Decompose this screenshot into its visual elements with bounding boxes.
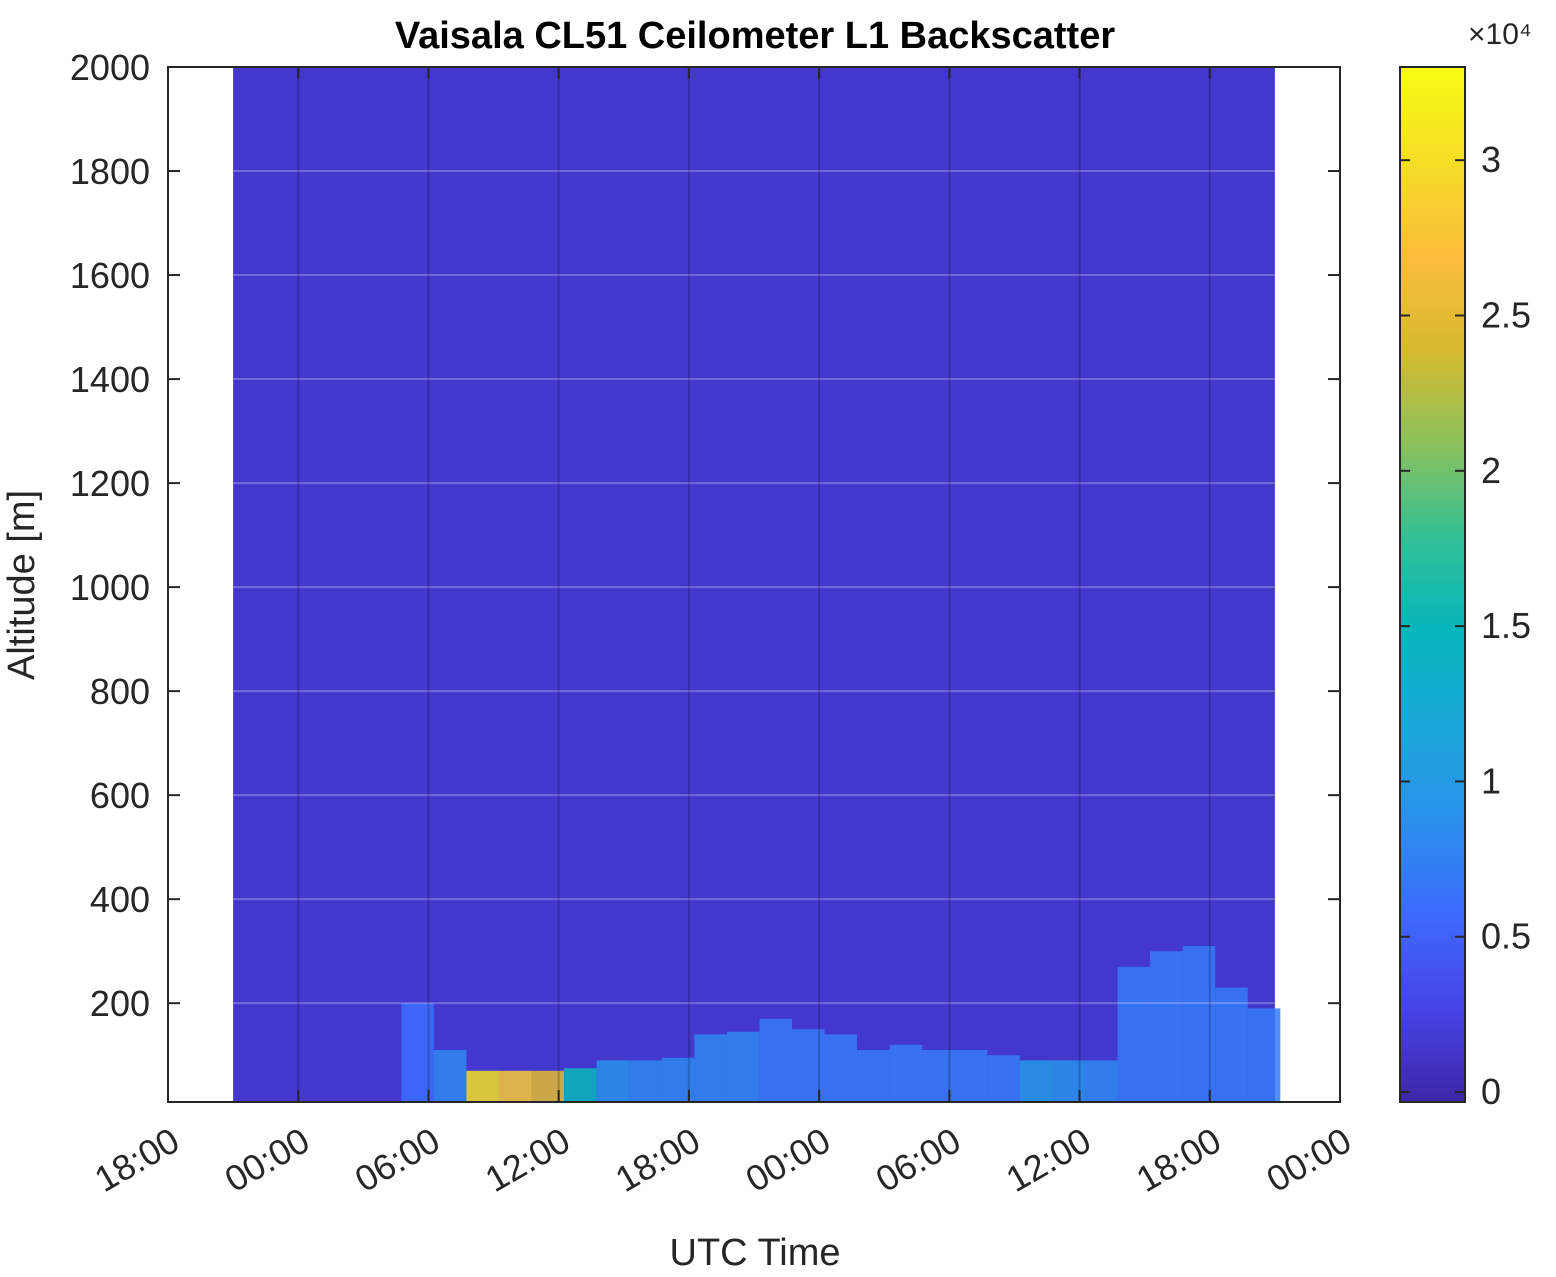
colorbar-multiplier: ×10⁴ — [1468, 18, 1532, 51]
x-tick-label: 06:00 — [348, 1119, 447, 1200]
backscatter-layer — [433, 1049, 467, 1102]
backscatter-layer — [759, 1018, 792, 1102]
backscatter-layer — [791, 1029, 825, 1102]
x-tick-label: 18:00 — [87, 1119, 186, 1200]
backscatter-layer — [1182, 945, 1216, 1102]
backscatter-layer — [694, 1034, 727, 1102]
colorbar-tick-label: 1.5 — [1481, 605, 1531, 646]
heatmap-background — [233, 67, 1275, 1102]
x-tick-label: 12:00 — [999, 1119, 1098, 1200]
colorbar-tick-label: 0 — [1481, 1071, 1501, 1112]
backscatter-layer — [1247, 1008, 1281, 1102]
colorbar-tick-label: 2.5 — [1481, 294, 1531, 335]
backscatter-layer — [401, 1003, 434, 1102]
y-tick-label: 200 — [90, 983, 150, 1024]
backscatter-layer — [564, 1068, 597, 1102]
backscatter-layer — [726, 1031, 760, 1102]
x-tick-label: 00:00 — [1259, 1119, 1358, 1200]
y-tick-label: 1200 — [70, 463, 150, 504]
y-tick-label: 400 — [90, 879, 150, 920]
backscatter-layer — [1117, 966, 1151, 1102]
y-tick-label: 1400 — [70, 359, 150, 400]
y-tick-label: 1600 — [70, 255, 150, 296]
backscatter-layer — [1215, 987, 1248, 1102]
backscatter-layer — [889, 1044, 923, 1102]
y-tick-label: 600 — [90, 775, 150, 816]
x-tick-label: 06:00 — [869, 1119, 968, 1200]
x-tick-label: 18:00 — [1129, 1119, 1228, 1200]
backscatter-layer — [596, 1060, 630, 1102]
colorbar-tick-label: 0.5 — [1481, 916, 1531, 957]
y-tick-label: 800 — [90, 671, 150, 712]
backscatter-layer — [466, 1070, 499, 1102]
colorbar — [1399, 66, 1466, 1103]
y-tick-label: 1800 — [70, 151, 150, 192]
backscatter-layer — [857, 1049, 890, 1102]
x-tick-label: 12:00 — [478, 1119, 577, 1200]
colorbar-tick-label: 1 — [1481, 760, 1501, 801]
x-tick-label: 00:00 — [739, 1119, 838, 1200]
backscatter-layer — [954, 1049, 988, 1102]
colorbar-tick-label: 3 — [1481, 139, 1501, 180]
backscatter-layer — [1150, 951, 1183, 1102]
backscatter-layer — [498, 1070, 532, 1102]
chart-title: Vaisala CL51 Ceilometer L1 Backscatter — [395, 15, 1115, 57]
colorbar-tick-label: 2 — [1481, 450, 1501, 491]
backscatter-layer — [987, 1055, 1020, 1102]
backscatter-layer — [629, 1060, 662, 1102]
x-axis-label: UTC Time — [670, 1232, 841, 1272]
y-tick-label: 1000 — [70, 567, 150, 608]
y-axis-label: Altitude [m] — [1, 490, 43, 680]
plot-frame — [167, 66, 1341, 1103]
y-tick-label: 2000 — [70, 47, 150, 88]
x-tick-label: 18:00 — [608, 1119, 707, 1200]
x-tick-label: 00:00 — [218, 1119, 317, 1200]
backscatter-layer — [1084, 1060, 1118, 1102]
backscatter-layer — [824, 1034, 858, 1102]
backscatter-layer — [1019, 1060, 1053, 1102]
